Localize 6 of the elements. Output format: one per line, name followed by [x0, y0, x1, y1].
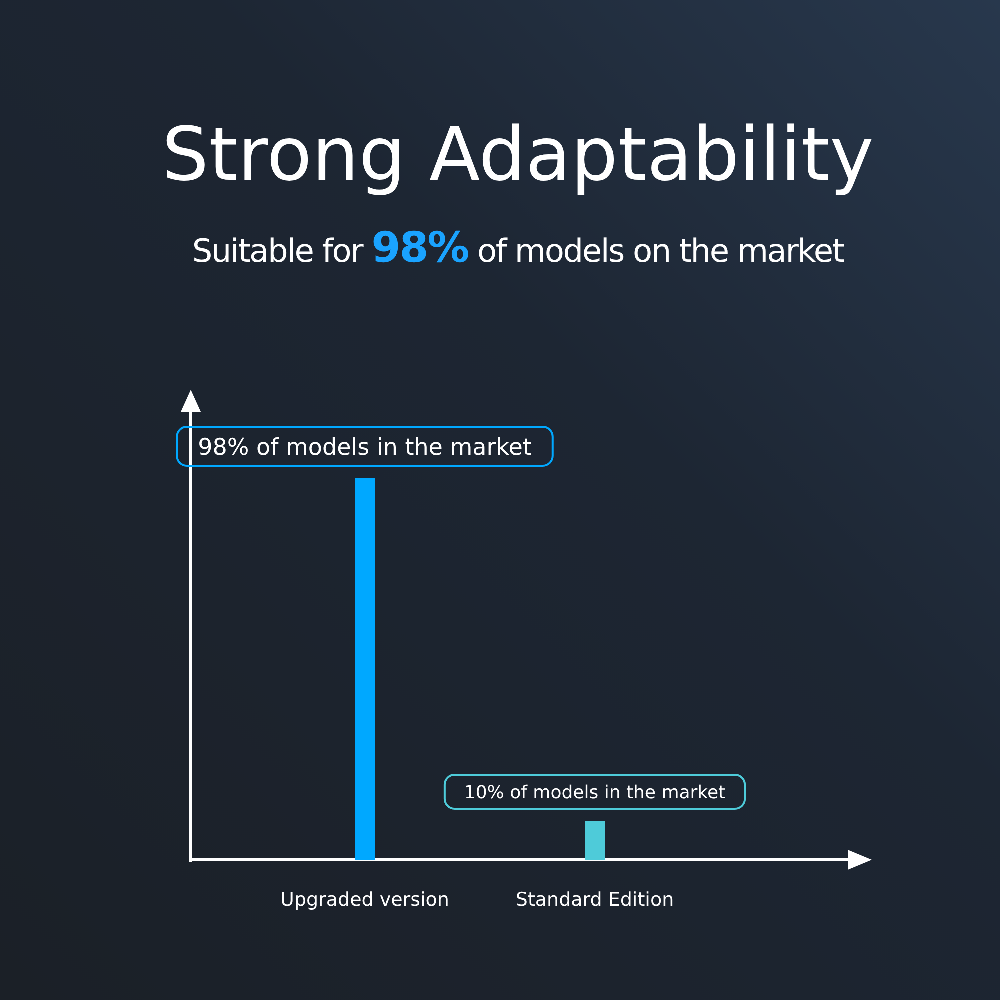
data-label: 98% of models in the market — [198, 434, 532, 461]
chart-subtitle: Suitable for 98% of models on the market — [192, 223, 844, 272]
data-label: 10% of models in the market — [464, 782, 726, 804]
x-tick-label: Standard Edition — [516, 889, 674, 911]
x-tick-label: Upgraded version — [280, 889, 450, 911]
chart-title: Strong Adaptability — [162, 112, 874, 198]
